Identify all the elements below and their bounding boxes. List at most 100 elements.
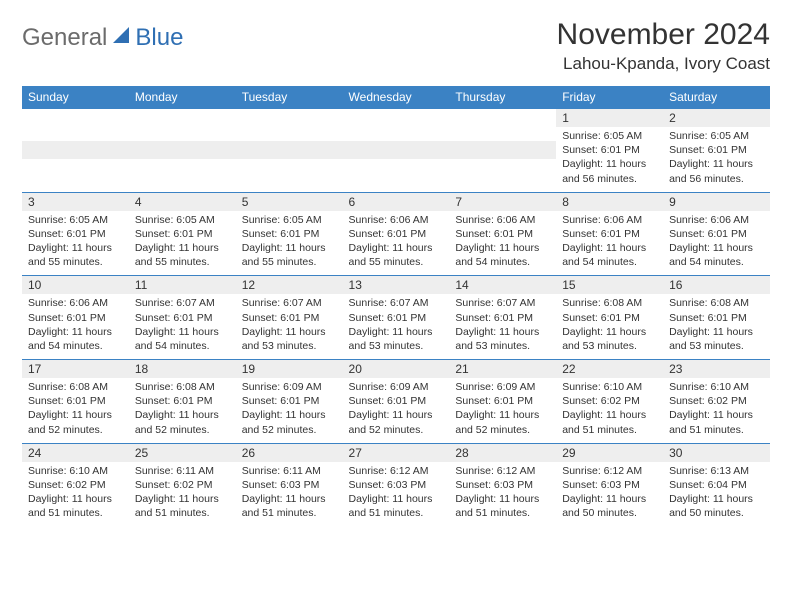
day-cell: 9Sunrise: 6:06 AMSunset: 6:01 PMDaylight… <box>663 192 770 276</box>
day-body: Sunrise: 6:06 AMSunset: 6:01 PMDaylight:… <box>663 211 770 276</box>
day-number: 27 <box>343 444 450 462</box>
day-body: Sunrise: 6:09 AMSunset: 6:01 PMDaylight:… <box>343 378 450 443</box>
sunset-text: Sunset: 6:01 PM <box>135 394 230 408</box>
day-number: 9 <box>663 193 770 211</box>
sunrise-text: Sunrise: 6:10 AM <box>562 380 657 394</box>
day-cell: 2Sunrise: 6:05 AMSunset: 6:01 PMDaylight… <box>663 109 770 193</box>
daylight-text: Daylight: 11 hours and 55 minutes. <box>28 241 123 269</box>
sunrise-text: Sunrise: 6:09 AM <box>242 380 337 394</box>
sunrise-text: Sunrise: 6:12 AM <box>562 464 657 478</box>
day-cell: 28Sunrise: 6:12 AMSunset: 6:03 PMDayligh… <box>449 443 556 526</box>
daylight-text: Daylight: 11 hours and 51 minutes. <box>455 492 550 520</box>
logo-sail-icon <box>111 25 133 52</box>
day-number: 13 <box>343 276 450 294</box>
daylight-text: Daylight: 11 hours and 50 minutes. <box>562 492 657 520</box>
day-cell: 8Sunrise: 6:06 AMSunset: 6:01 PMDaylight… <box>556 192 663 276</box>
header: General Blue November 2024 Lahou-Kpanda,… <box>22 18 770 74</box>
daylight-text: Daylight: 11 hours and 52 minutes. <box>455 408 550 436</box>
sunset-text: Sunset: 6:02 PM <box>28 478 123 492</box>
daylight-text: Daylight: 11 hours and 53 minutes. <box>562 325 657 353</box>
day-cell: 16Sunrise: 6:08 AMSunset: 6:01 PMDayligh… <box>663 276 770 360</box>
day-cell: 15 Sunrise: 6:08 AMSunset: 6:01 PMDayligh… <box>556 276 663 360</box>
day-body: Sunrise: 6:05 AMSunset: 6:01 PMDaylight:… <box>556 127 663 192</box>
day-cell: 22 Sunrise: 6:10 AMSunset: 6:02 PMDayligh… <box>556 360 663 444</box>
day-body: Sunrise: 6:06 AMSunset: 6:01 PMDaylight:… <box>343 211 450 276</box>
sunrise-text: Sunrise: 6:07 AM <box>135 296 230 310</box>
daylight-text: Daylight: 11 hours and 52 minutes. <box>349 408 444 436</box>
daylight-text: Daylight: 11 hours and 55 minutes. <box>242 241 337 269</box>
sunset-text: Sunset: 6:04 PM <box>669 478 764 492</box>
day-body: Sunrise: 6:07 AMSunset: 6:01 PMDaylight:… <box>129 294 236 359</box>
week-row: 3Sunrise: 6:05 AMSunset: 6:01 PMDaylight… <box>22 192 770 276</box>
day-cell: 20Sunrise: 6:09 AMSunset: 6:01 PMDayligh… <box>343 360 450 444</box>
day-body: Sunrise: 6:11 AMSunset: 6:03 PMDaylight:… <box>236 462 343 527</box>
sunrise-text: Sunrise: 6:11 AM <box>242 464 337 478</box>
daylight-text: Daylight: 11 hours and 54 minutes. <box>669 241 764 269</box>
sunset-text: Sunset: 6:01 PM <box>455 311 550 325</box>
sunrise-text: Sunrise: 6:05 AM <box>135 213 230 227</box>
day-number: 26 <box>236 444 343 462</box>
day-cell: 18Sunrise: 6:08 AMSunset: 6:01 PMDayligh… <box>129 360 236 444</box>
day-cell: 5Sunrise: 6:05 AMSunset: 6:01 PMDaylight… <box>236 192 343 276</box>
day-body: Sunrise: 6:10 AMSunset: 6:02 PMDaylight:… <box>663 378 770 443</box>
day-cell: 14Sunrise: 6:07 AMSunset: 6:01 PMDayligh… <box>449 276 556 360</box>
daylight-text: Daylight: 11 hours and 52 minutes. <box>28 408 123 436</box>
day-header: Saturday <box>663 86 770 109</box>
sunset-text: Sunset: 6:02 PM <box>135 478 230 492</box>
week-row: 1Sunrise: 6:05 AMSunset: 6:01 PMDaylight… <box>22 109 770 193</box>
day-number: 20 <box>343 360 450 378</box>
sunrise-text: Sunrise: 6:09 AM <box>455 380 550 394</box>
day-number: 15 <box>556 276 663 294</box>
empty-cell <box>236 109 343 193</box>
logo: General Blue <box>22 24 183 52</box>
sunset-text: Sunset: 6:03 PM <box>242 478 337 492</box>
sunrise-text: Sunrise: 6:10 AM <box>28 464 123 478</box>
sunrise-text: Sunrise: 6:05 AM <box>669 129 764 143</box>
daylight-text: Daylight: 11 hours and 53 minutes. <box>242 325 337 353</box>
daylight-text: Daylight: 11 hours and 51 minutes. <box>28 492 123 520</box>
day-header-row: SundayMondayTuesdayWednesdayThursdayFrid… <box>22 86 770 109</box>
sunrise-text: Sunrise: 6:11 AM <box>135 464 230 478</box>
day-body: Sunrise: 6:09 AMSunset: 6:01 PMDaylight:… <box>236 378 343 443</box>
daylight-text: Daylight: 11 hours and 51 minutes. <box>562 408 657 436</box>
sunset-text: Sunset: 6:01 PM <box>349 394 444 408</box>
day-cell: 7Sunrise: 6:06 AMSunset: 6:01 PMDaylight… <box>449 192 556 276</box>
sunrise-text: Sunrise: 6:07 AM <box>349 296 444 310</box>
sunset-text: Sunset: 6:01 PM <box>669 143 764 157</box>
day-header: Wednesday <box>343 86 450 109</box>
day-number: 23 <box>663 360 770 378</box>
day-cell: 11Sunrise: 6:07 AMSunset: 6:01 PMDayligh… <box>129 276 236 360</box>
daylight-text: Daylight: 11 hours and 51 minutes. <box>669 408 764 436</box>
day-body: Sunrise: 6:08 AMSunset: 6:01 PMDaylight:… <box>129 378 236 443</box>
sunset-text: Sunset: 6:01 PM <box>669 311 764 325</box>
day-number: 29 <box>556 444 663 462</box>
day-cell: 17Sunrise: 6:08 AMSunset: 6:01 PMDayligh… <box>22 360 129 444</box>
sunset-text: Sunset: 6:02 PM <box>562 394 657 408</box>
day-number: 22 <box>556 360 663 378</box>
day-number: 25 <box>129 444 236 462</box>
sunrise-text: Sunrise: 6:12 AM <box>349 464 444 478</box>
sunrise-text: Sunrise: 6:09 AM <box>349 380 444 394</box>
daylight-text: Daylight: 11 hours and 56 minutes. <box>669 157 764 185</box>
day-body: Sunrise: 6:06 AMSunset: 6:01 PMDaylight:… <box>22 294 129 359</box>
day-number: 21 <box>449 360 556 378</box>
day-cell: 3Sunrise: 6:05 AMSunset: 6:01 PMDaylight… <box>22 192 129 276</box>
sunrise-text: Sunrise: 6:05 AM <box>28 213 123 227</box>
sunrise-text: Sunrise: 6:07 AM <box>455 296 550 310</box>
daylight-text: Daylight: 11 hours and 55 minutes. <box>135 241 230 269</box>
sunrise-text: Sunrise: 6:08 AM <box>562 296 657 310</box>
sunrise-text: Sunrise: 6:08 AM <box>135 380 230 394</box>
sunrise-text: Sunrise: 6:08 AM <box>28 380 123 394</box>
day-number: 14 <box>449 276 556 294</box>
daylight-text: Daylight: 11 hours and 52 minutes. <box>242 408 337 436</box>
sunset-text: Sunset: 6:01 PM <box>562 311 657 325</box>
day-cell: 12Sunrise: 6:07 AMSunset: 6:01 PMDayligh… <box>236 276 343 360</box>
daylight-text: Daylight: 11 hours and 52 minutes. <box>135 408 230 436</box>
day-body: Sunrise: 6:13 AMSunset: 6:04 PMDaylight:… <box>663 462 770 527</box>
day-header: Friday <box>556 86 663 109</box>
day-cell: 30Sunrise: 6:13 AMSunset: 6:04 PMDayligh… <box>663 443 770 526</box>
sunrise-text: Sunrise: 6:05 AM <box>242 213 337 227</box>
day-number: 28 <box>449 444 556 462</box>
day-cell: 23Sunrise: 6:10 AMSunset: 6:02 PMDayligh… <box>663 360 770 444</box>
day-number: 12 <box>236 276 343 294</box>
